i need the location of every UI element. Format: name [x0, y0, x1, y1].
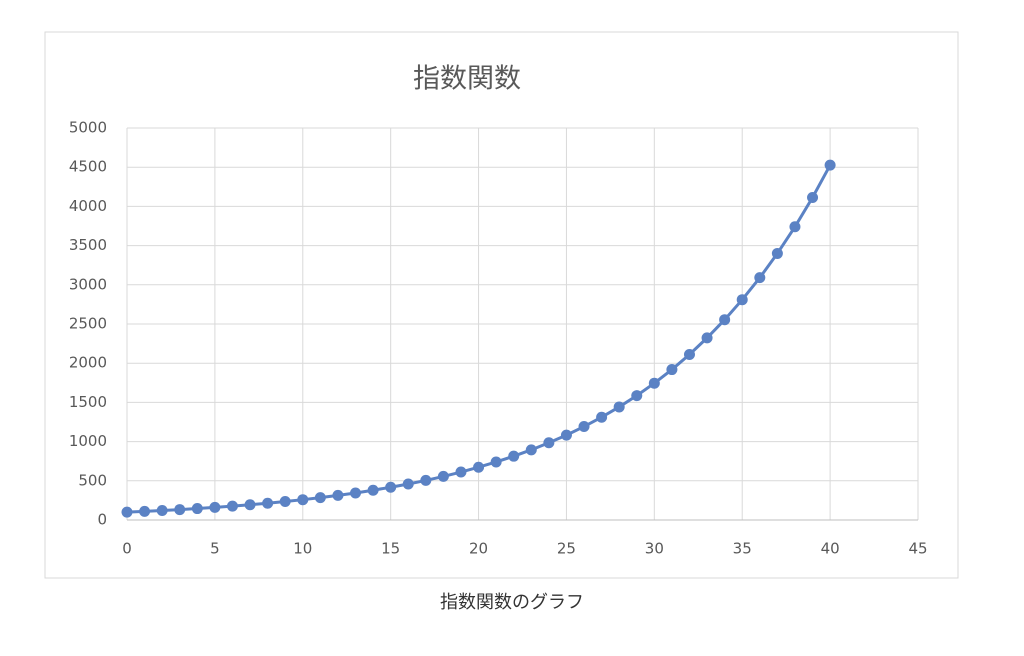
marker	[297, 494, 309, 506]
x-tick-label: 25	[557, 540, 576, 558]
marker	[121, 506, 133, 518]
marker	[648, 377, 660, 389]
x-tick-label: 45	[908, 540, 927, 558]
x-tick-label: 5	[210, 540, 220, 558]
x-tick-label: 30	[645, 540, 664, 558]
marker	[385, 481, 397, 493]
marker	[508, 450, 520, 462]
marker	[332, 489, 344, 501]
marker	[701, 332, 713, 344]
x-tick-label: 40	[821, 540, 840, 558]
marker	[279, 495, 291, 507]
marker	[226, 500, 238, 512]
x-tick-label: 35	[733, 540, 752, 558]
y-tick-label: 4000	[69, 197, 107, 215]
x-tick-label: 20	[469, 540, 488, 558]
marker	[666, 364, 678, 376]
marker	[191, 503, 203, 515]
marker	[473, 461, 485, 473]
y-tick-label: 5000	[69, 119, 107, 137]
marker	[613, 401, 625, 413]
y-tick-label: 4500	[69, 158, 107, 176]
marker	[543, 437, 555, 449]
marker	[789, 221, 801, 233]
marker	[174, 504, 186, 516]
marker	[244, 499, 256, 511]
x-tick-label: 0	[122, 540, 132, 558]
y-tick-label: 500	[78, 471, 107, 489]
marker	[719, 314, 731, 326]
marker	[490, 456, 502, 468]
y-tick-label: 3000	[69, 275, 107, 293]
marker	[455, 466, 467, 478]
marker	[596, 411, 608, 423]
marker	[402, 478, 414, 490]
chart-title: 指数関数	[413, 64, 521, 95]
marker	[314, 492, 326, 504]
marker	[209, 501, 221, 513]
y-tick-label: 0	[97, 511, 107, 529]
y-tick-label: 2500	[69, 315, 107, 333]
marker	[578, 421, 590, 433]
y-tick-label: 1000	[69, 432, 107, 450]
marker	[367, 484, 379, 496]
marker	[631, 390, 643, 402]
marker	[754, 272, 766, 284]
marker	[437, 470, 449, 482]
marker	[560, 429, 572, 441]
marker	[350, 487, 362, 499]
x-tick-label: 15	[381, 540, 400, 558]
marker	[525, 444, 537, 456]
marker	[262, 497, 274, 509]
marker	[683, 348, 695, 360]
marker	[139, 505, 151, 517]
marker	[824, 159, 836, 171]
marker	[156, 505, 168, 517]
marker	[736, 294, 748, 306]
marker	[807, 191, 819, 203]
y-tick-label: 1500	[69, 393, 107, 411]
marker	[771, 247, 783, 259]
x-tick-label: 10	[293, 540, 312, 558]
y-tick-label: 3500	[69, 236, 107, 254]
marker	[420, 474, 432, 486]
caption: 指数関数のグラフ	[440, 592, 584, 613]
chart-frame	[44, 31, 959, 579]
y-tick-label: 2000	[69, 354, 107, 372]
